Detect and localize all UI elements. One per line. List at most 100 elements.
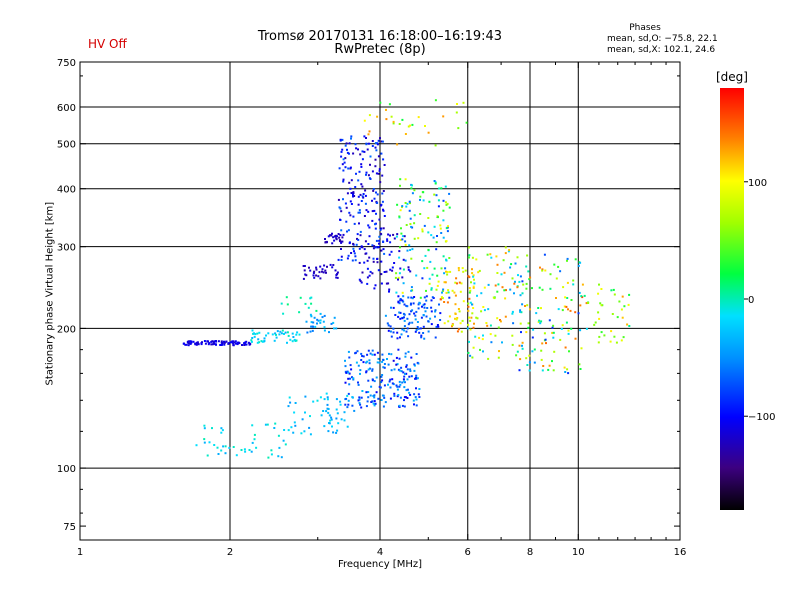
data-point	[315, 309, 318, 312]
data-point	[373, 209, 376, 212]
data-point	[345, 142, 348, 145]
data-point	[409, 270, 412, 273]
data-point	[313, 270, 316, 273]
data-point	[519, 310, 522, 313]
data-point	[389, 325, 392, 328]
data-point	[361, 355, 364, 357]
data-point	[365, 209, 368, 212]
data-point	[399, 317, 402, 320]
data-point	[518, 344, 521, 347]
data-point	[322, 271, 325, 274]
data-point	[526, 254, 529, 257]
data-point	[292, 336, 295, 338]
data-point	[531, 287, 533, 290]
data-point	[354, 143, 357, 146]
data-point	[393, 394, 396, 397]
data-point	[312, 400, 315, 403]
data-point	[240, 449, 243, 451]
data-point	[600, 288, 603, 290]
data-point	[389, 234, 391, 237]
data-point	[473, 278, 475, 281]
data-point	[457, 267, 460, 269]
data-point	[278, 333, 281, 336]
data-point	[346, 257, 349, 260]
data-point	[504, 252, 507, 255]
data-point	[489, 253, 492, 256]
data-point	[509, 266, 512, 269]
data-point	[454, 303, 457, 306]
data-point	[310, 315, 313, 318]
data-point	[312, 274, 315, 277]
data-point	[382, 227, 385, 230]
data-point	[374, 165, 377, 168]
data-point	[325, 410, 328, 413]
data-point	[422, 199, 425, 202]
y-tick-label: 500	[57, 140, 76, 151]
data-point	[628, 325, 631, 327]
data-point	[397, 301, 400, 304]
data-point	[319, 265, 322, 268]
data-point	[471, 312, 474, 315]
data-point	[353, 222, 356, 225]
data-point	[467, 351, 470, 354]
data-point	[472, 286, 475, 289]
data-point	[511, 310, 514, 313]
data-point	[528, 361, 531, 364]
data-point	[339, 218, 341, 221]
data-point	[403, 325, 406, 328]
data-point	[439, 298, 442, 301]
data-point	[426, 307, 429, 309]
data-point	[526, 364, 529, 366]
data-point	[500, 273, 503, 276]
data-point	[326, 396, 329, 399]
data-point	[499, 319, 501, 321]
data-point	[326, 407, 329, 410]
data-point	[483, 286, 486, 289]
data-point	[468, 297, 471, 300]
data-point	[316, 318, 319, 321]
data-point	[338, 236, 341, 239]
data-point	[323, 326, 326, 329]
data-point	[339, 403, 342, 406]
data-point	[358, 247, 361, 250]
data-point	[350, 192, 353, 194]
data-point	[208, 342, 211, 345]
data-point	[610, 330, 613, 333]
data-point	[437, 216, 439, 219]
data-point	[187, 340, 190, 343]
data-point	[391, 266, 394, 269]
data-point	[194, 342, 197, 345]
data-point	[364, 194, 367, 197]
data-point	[375, 239, 378, 242]
data-point	[566, 297, 569, 299]
data-point	[216, 446, 219, 449]
data-point	[393, 392, 396, 395]
data-point	[352, 377, 355, 380]
data-point	[383, 164, 386, 166]
data-point	[598, 283, 600, 286]
data-point	[504, 315, 507, 318]
data-point	[413, 222, 416, 225]
data-point	[529, 276, 532, 279]
data-point	[208, 441, 211, 444]
data-point	[332, 321, 335, 324]
data-point	[235, 454, 238, 457]
data-point	[320, 414, 323, 417]
data-point	[516, 350, 519, 353]
data-point	[365, 371, 368, 374]
data-point	[338, 239, 341, 242]
data-point	[383, 215, 386, 217]
data-point	[460, 330, 463, 333]
data-point	[267, 332, 270, 335]
data-point	[352, 191, 355, 194]
data-point	[405, 389, 408, 392]
data-point	[583, 294, 586, 297]
data-point	[211, 340, 214, 343]
data-point	[373, 404, 376, 407]
data-point	[347, 392, 350, 395]
data-point	[482, 306, 485, 308]
data-point	[518, 369, 521, 372]
data-point	[330, 322, 333, 325]
data-point	[286, 303, 289, 306]
data-point	[390, 250, 393, 253]
